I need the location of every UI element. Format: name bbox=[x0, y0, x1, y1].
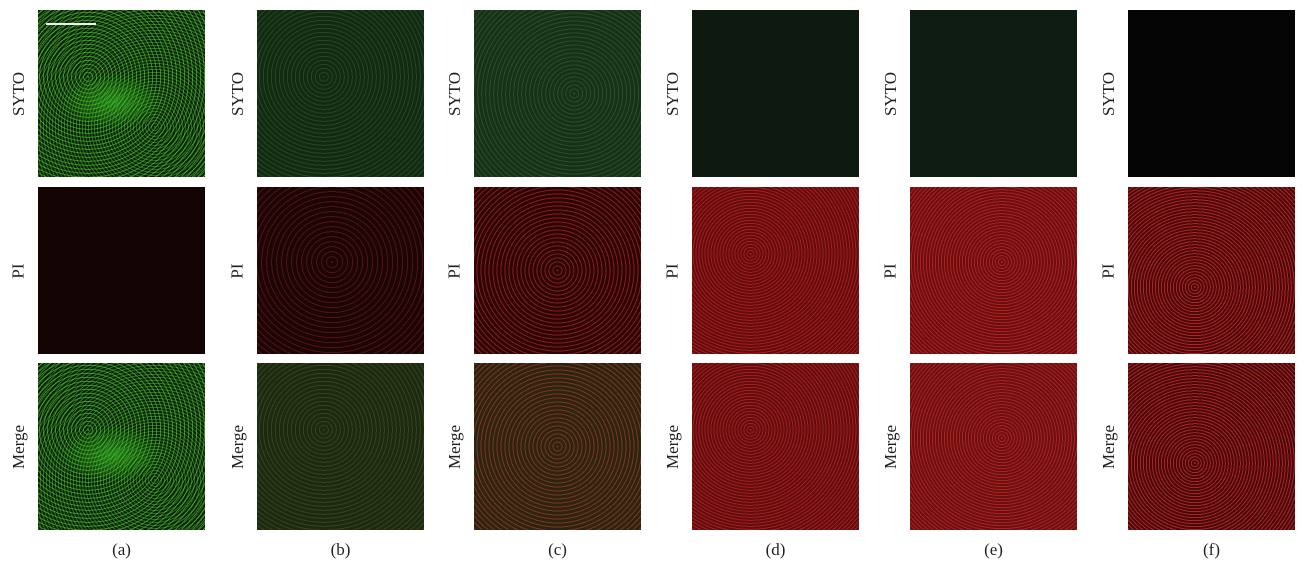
micrograph-syto-c bbox=[474, 10, 641, 177]
caption-a: (a) bbox=[112, 540, 131, 559]
row-label-syto: SYTO bbox=[663, 71, 682, 116]
micrograph-syto-b bbox=[257, 10, 424, 177]
micrograph-pi-c bbox=[474, 187, 641, 354]
row-label-merge: Merge bbox=[881, 424, 900, 469]
scale-bar bbox=[46, 23, 96, 25]
micrograph-merge-f bbox=[1128, 363, 1295, 530]
micrograph-merge-b bbox=[257, 363, 424, 530]
caption-e: (e) bbox=[984, 540, 1003, 559]
column-e: SYTO PI Merge (e) bbox=[880, 0, 1080, 571]
micrograph-merge-e bbox=[910, 363, 1077, 530]
row-label-pi: PI bbox=[663, 262, 682, 279]
row-label-merge: Merge bbox=[445, 424, 464, 469]
micrograph-syto-d bbox=[692, 10, 859, 177]
micrograph-syto-e bbox=[910, 10, 1077, 177]
row-label-merge: Merge bbox=[9, 424, 28, 469]
column-f: SYTO PI Merge (f) bbox=[1098, 0, 1298, 571]
micrograph-merge-a bbox=[38, 363, 205, 530]
row-label-pi: PI bbox=[881, 262, 900, 279]
column-d: SYTO PI Merge (d) bbox=[662, 0, 862, 571]
row-label-pi: PI bbox=[1099, 262, 1118, 279]
row-label-merge: Merge bbox=[228, 424, 247, 469]
micrograph-pi-d bbox=[692, 187, 859, 354]
micrograph-pi-f bbox=[1128, 187, 1295, 354]
column-c: SYTO PI Merge (c) bbox=[444, 0, 644, 571]
micrograph-pi-e bbox=[910, 187, 1077, 354]
row-label-pi: PI bbox=[228, 262, 247, 279]
micrograph-merge-d bbox=[692, 363, 859, 530]
caption-d: (d) bbox=[765, 540, 786, 559]
row-label-syto: SYTO bbox=[881, 71, 900, 116]
row-label-syto: SYTO bbox=[228, 71, 247, 116]
micrograph-syto-f bbox=[1128, 10, 1295, 177]
micrograph-pi-b bbox=[257, 187, 424, 354]
row-label-pi: PI bbox=[9, 262, 28, 279]
row-label-syto: SYTO bbox=[9, 71, 28, 116]
caption-f: (f) bbox=[1203, 540, 1220, 559]
micrograph-merge-c bbox=[474, 363, 641, 530]
micrograph-syto-a bbox=[38, 10, 205, 177]
row-label-syto: SYTO bbox=[445, 71, 464, 116]
caption-c: (c) bbox=[548, 540, 567, 559]
row-label-merge: Merge bbox=[663, 424, 682, 469]
micrograph-pi-a bbox=[38, 187, 205, 354]
column-a: SYTO PI Merge (a) bbox=[8, 0, 208, 571]
column-b: SYTO PI Merge (b) bbox=[227, 0, 427, 571]
row-label-syto: SYTO bbox=[1099, 71, 1118, 116]
row-label-merge: Merge bbox=[1099, 424, 1118, 469]
caption-b: (b) bbox=[330, 540, 351, 559]
row-label-pi: PI bbox=[445, 262, 464, 279]
